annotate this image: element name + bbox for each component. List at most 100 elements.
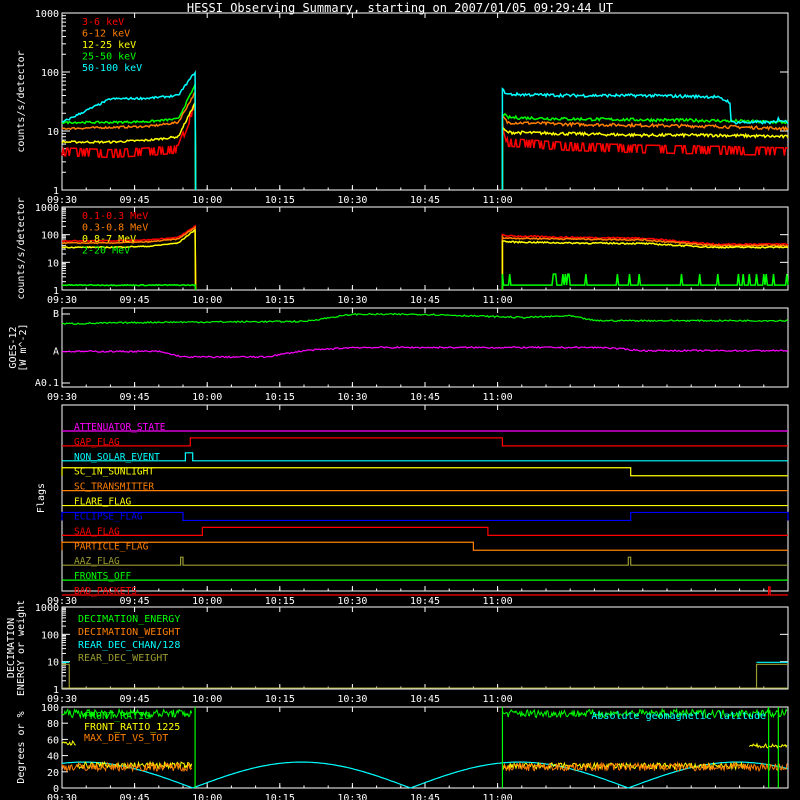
y-tick-label: 60 bbox=[47, 735, 59, 746]
series-line bbox=[61, 740, 76, 746]
panel-p2: 09:30 09:45 10:00 10:15 10:30 10:45 11:00 1 10 10… bbox=[16, 197, 789, 306]
x-tick-label: 11:00 bbox=[483, 195, 513, 206]
y-tick-label: 100 bbox=[41, 630, 59, 641]
flag-label: GAP_FLAG bbox=[74, 437, 120, 448]
legend-entry: 0.1-0.3 MeV bbox=[82, 211, 148, 222]
legend-entry: 25-50 keV bbox=[82, 52, 136, 63]
x-tick-label: 09:45 bbox=[120, 195, 150, 206]
x-tick-label: 10:45 bbox=[410, 392, 440, 403]
x-tick-label: 09:45 bbox=[120, 596, 150, 607]
series-line bbox=[501, 707, 788, 719]
series-line bbox=[755, 663, 788, 688]
x-tick-label: 10:30 bbox=[337, 694, 367, 705]
series-line bbox=[61, 84, 197, 191]
x-tick-label: 10:30 bbox=[337, 596, 367, 607]
flag-label: SC_IN_SUNLIGHT bbox=[74, 467, 154, 478]
series-line bbox=[62, 224, 197, 291]
series-line bbox=[62, 225, 197, 291]
flag-label: BAD_PACKETS bbox=[74, 586, 137, 597]
x-tick-label: 09:30 bbox=[47, 793, 77, 800]
x-tick-label: 10:45 bbox=[410, 596, 440, 607]
flag-line bbox=[62, 556, 788, 566]
y-tick-label: 0 bbox=[53, 784, 59, 795]
x-tick-label: 09:30 bbox=[47, 392, 77, 403]
x-tick-label: 10:00 bbox=[192, 694, 222, 705]
x-tick-label: 10:00 bbox=[192, 295, 222, 306]
x-tick-label: 09:45 bbox=[120, 793, 150, 800]
series-line bbox=[61, 70, 197, 191]
x-tick-label: 10:45 bbox=[410, 694, 440, 705]
x-tick-label: 10:30 bbox=[337, 793, 367, 800]
y-axis-label: [W m^-2] bbox=[18, 323, 29, 371]
legend-entry: MAX_DET_VS_TOT bbox=[84, 733, 168, 744]
flag-label: FRONTS_OFF bbox=[74, 571, 131, 582]
x-tick-label: 09:45 bbox=[120, 392, 150, 403]
x-tick-label: 11:00 bbox=[483, 694, 513, 705]
y-tick-label: 100 bbox=[41, 68, 59, 79]
y-axis-label: counts/s/detector bbox=[16, 197, 27, 299]
x-tick-label: 10:15 bbox=[265, 596, 295, 607]
y-tick-label: 100 bbox=[41, 231, 59, 242]
series-line bbox=[501, 114, 789, 190]
y-tick-label: 1 bbox=[53, 186, 59, 197]
series-line bbox=[61, 283, 197, 291]
series-line bbox=[61, 707, 193, 720]
y-tick-label: 1000 bbox=[35, 603, 59, 614]
x-tick-label: 09:30 bbox=[47, 195, 77, 206]
y-tick-label: 40 bbox=[47, 752, 59, 763]
flag-line bbox=[62, 586, 788, 596]
flag-label: FLARE_FLAG bbox=[74, 497, 131, 508]
y-tick-label: 1000 bbox=[35, 203, 59, 214]
y-axis-label: GOES-12 bbox=[8, 326, 19, 368]
legend-entry: 0.3-0.8 MeV bbox=[82, 223, 148, 234]
panel-p4: 09:30 09:45 10:00 10:15 10:30 10:45 11:00 Flags… bbox=[36, 404, 789, 607]
flag-line bbox=[61, 541, 788, 551]
x-tick-label: 09:30 bbox=[47, 295, 77, 306]
legend-entry: 6-12 keV bbox=[82, 29, 130, 40]
y-tick-label: 100 bbox=[41, 703, 59, 714]
y-tick-label: A0.1 bbox=[35, 378, 59, 389]
x-tick-label: 10:45 bbox=[410, 793, 440, 800]
series-line bbox=[501, 112, 789, 190]
x-tick-label: 11:00 bbox=[483, 295, 513, 306]
y-tick-label: A bbox=[53, 347, 59, 358]
y-tick-label: 10 bbox=[47, 127, 59, 138]
panel-frame bbox=[61, 206, 789, 291]
series-line bbox=[61, 761, 193, 773]
x-tick-label: 10:00 bbox=[192, 793, 222, 800]
flag-label: SAA_FLAG bbox=[74, 526, 120, 537]
x-tick-label: 10:15 bbox=[265, 694, 295, 705]
panel-p3: 09:30 09:45 10:00 10:15 10:30 10:45 11:00 GOES-… bbox=[8, 307, 789, 403]
series-line bbox=[61, 761, 789, 789]
y-tick-label: 1000 bbox=[35, 9, 59, 20]
series-line bbox=[61, 89, 197, 191]
legend-entry: 0.8-7 MeV bbox=[82, 234, 136, 245]
y-axis-label: counts/s/detector bbox=[16, 50, 27, 152]
flag-label: ECLIPSE_FLAG bbox=[74, 511, 143, 522]
chart-title: HESSI Observing Summary, starting on 200… bbox=[187, 1, 613, 15]
x-tick-label: 10:15 bbox=[265, 392, 295, 403]
series-line bbox=[501, 118, 788, 190]
x-tick-label: 10:30 bbox=[337, 295, 367, 306]
legend-entry: DECIMATION_WEIGHT bbox=[78, 627, 180, 638]
x-tick-label: 10:45 bbox=[410, 295, 440, 306]
x-tick-label: 10:45 bbox=[410, 195, 440, 206]
x-tick-label: 10:15 bbox=[265, 793, 295, 800]
flag-label: NON_SOLAR_EVENT bbox=[74, 452, 160, 463]
flag-label: PARTICLE_FLAG bbox=[74, 541, 149, 552]
legend-entry: 12-25 keV bbox=[82, 40, 136, 51]
x-tick-label: 10:30 bbox=[337, 392, 367, 403]
y-tick-label: 10 bbox=[47, 658, 59, 669]
x-tick-label: 09:30 bbox=[47, 596, 77, 607]
series-line bbox=[501, 234, 789, 290]
legend-entry: DECIMATION_ENERGY bbox=[78, 614, 180, 625]
flag-label: AAZ_FLAG bbox=[74, 556, 120, 567]
y-tick-label: B bbox=[53, 309, 59, 320]
flag-line bbox=[61, 467, 788, 477]
x-tick-label: 09:45 bbox=[120, 694, 150, 705]
x-tick-label: 10:15 bbox=[265, 195, 295, 206]
legend-entry: Absolute geomagnetic latitude bbox=[591, 711, 766, 722]
y-axis-label: ENERGY or weight bbox=[16, 600, 27, 696]
